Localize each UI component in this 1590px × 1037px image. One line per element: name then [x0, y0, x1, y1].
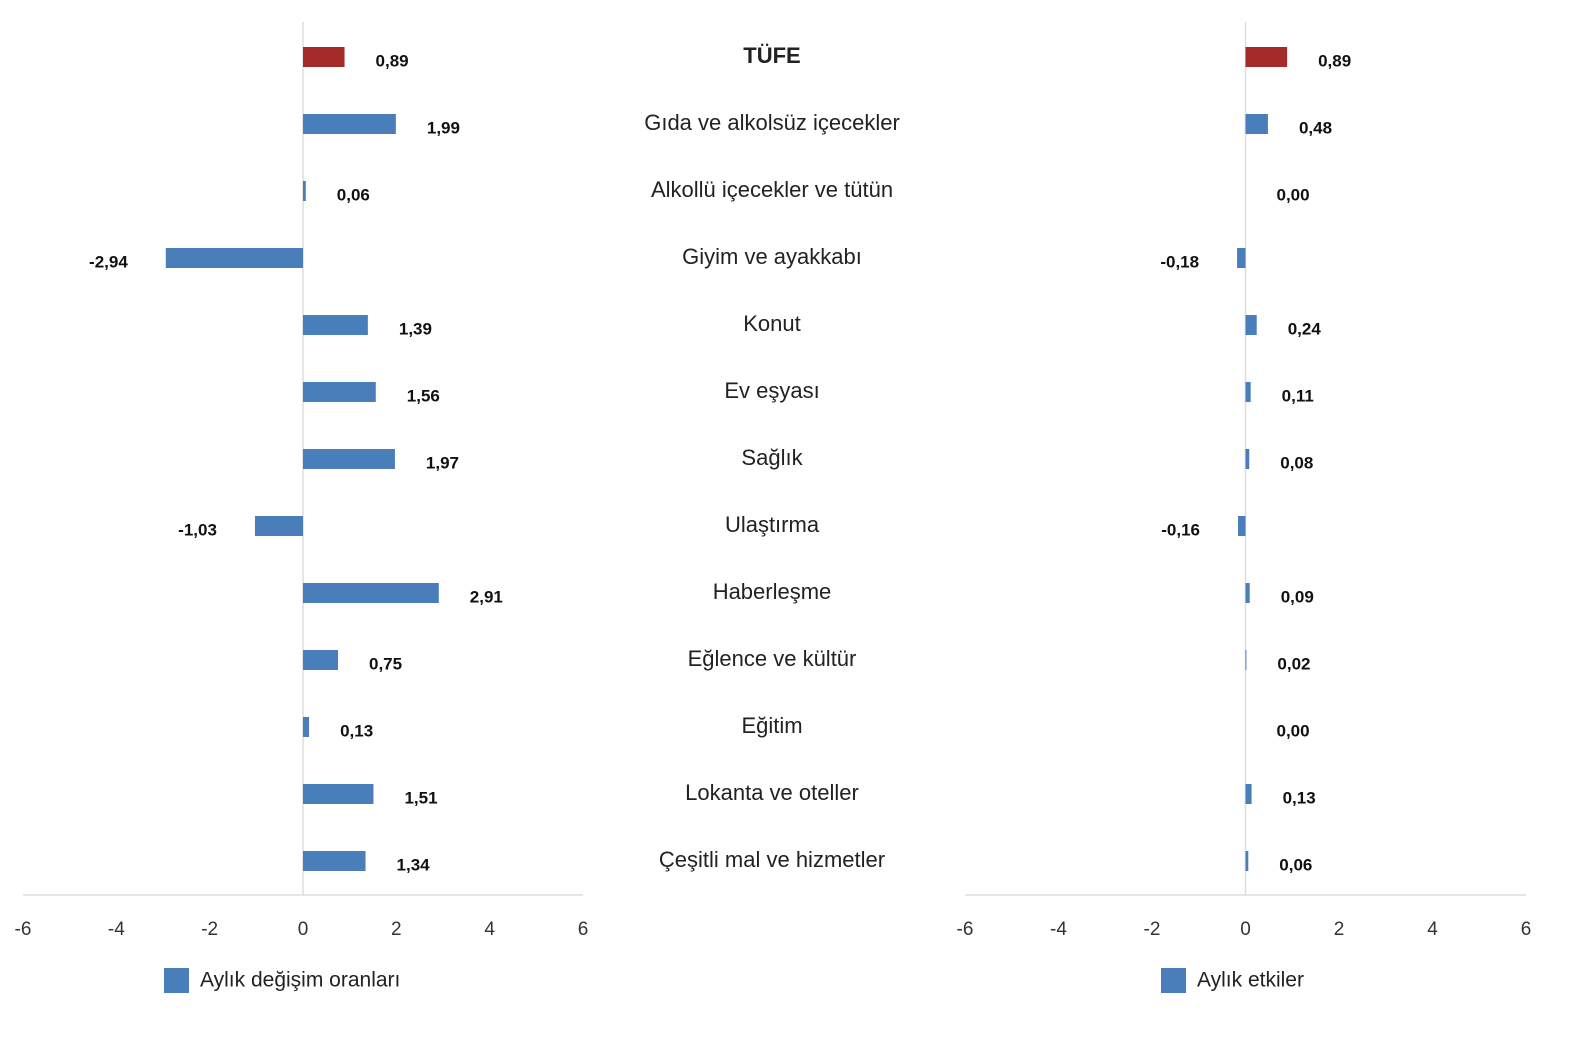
- category-label: Haberleşme: [713, 579, 832, 604]
- value-label: -0,16: [1161, 520, 1200, 539]
- value-label: -0,18: [1160, 252, 1199, 271]
- x-tick-label: -2: [1144, 919, 1161, 940]
- bar: [1245, 784, 1252, 804]
- bar: [303, 47, 345, 67]
- x-tick-label: -6: [15, 919, 32, 940]
- value-label: 1,51: [404, 788, 437, 807]
- value-label: -1,03: [178, 520, 217, 539]
- value-label: 0,00: [1277, 185, 1310, 204]
- bar: [303, 717, 310, 737]
- value-label: 0,06: [1279, 855, 1312, 874]
- value-label: 0,06: [337, 185, 370, 204]
- value-label: 1,56: [407, 386, 440, 405]
- bar: [1237, 248, 1246, 268]
- legend-label: Aylık etkiler: [1197, 969, 1304, 992]
- x-tick-label: 2: [1334, 919, 1345, 940]
- bar: [303, 114, 396, 134]
- value-label: 0,00: [1277, 721, 1310, 740]
- bar: [254, 516, 303, 536]
- category-label: Eğitim: [741, 713, 802, 738]
- bar: [303, 583, 439, 603]
- bar: [1245, 583, 1250, 603]
- x-tick-label: -2: [201, 919, 218, 940]
- bar: [303, 382, 376, 402]
- category-label: Çeşitli mal ve hizmetler: [659, 847, 885, 872]
- x-tick-label: 0: [298, 919, 309, 940]
- value-label: 0,75: [369, 654, 402, 673]
- bar: [303, 784, 374, 804]
- bar: [1245, 114, 1268, 134]
- category-label: Lokanta ve oteller: [685, 780, 859, 805]
- value-label: 0,02: [1277, 654, 1310, 673]
- value-label: 1,97: [426, 453, 459, 472]
- bar: [1245, 315, 1257, 335]
- value-label: 0,09: [1281, 587, 1314, 606]
- value-label: 0,13: [340, 721, 373, 740]
- category-label: Ulaştırma: [725, 512, 820, 537]
- x-tick-label: 6: [578, 919, 589, 940]
- value-label: 2,91: [470, 587, 503, 606]
- category-label: Eğlence ve kültür: [688, 646, 857, 671]
- value-label: 1,39: [399, 319, 432, 338]
- bar: [1245, 47, 1288, 67]
- legend-swatch: [1161, 968, 1186, 993]
- x-tick-label: 6: [1521, 919, 1532, 940]
- category-label: Konut: [743, 311, 801, 336]
- x-tick-label: 4: [1427, 919, 1438, 940]
- value-label: 0,08: [1280, 453, 1313, 472]
- x-tick-label: -6: [957, 919, 974, 940]
- category-label: Ev eşyası: [724, 378, 819, 403]
- value-label: 0,48: [1299, 118, 1332, 137]
- value-label: 0,24: [1288, 319, 1322, 338]
- bar: [1245, 449, 1250, 469]
- bar: [303, 851, 366, 871]
- value-label: 0,13: [1283, 788, 1316, 807]
- category-label: Gıda ve alkolsüz içecekler: [644, 110, 900, 135]
- bar: [303, 449, 395, 469]
- category-label: Alkollü içecekler ve tütün: [651, 177, 893, 202]
- legend-swatch: [164, 968, 189, 993]
- x-tick-label: -4: [108, 919, 125, 940]
- value-label: 0,89: [1318, 51, 1351, 70]
- x-tick-label: 2: [391, 919, 402, 940]
- bar: [303, 650, 338, 670]
- bar: [1245, 382, 1251, 402]
- value-label: 1,34: [397, 855, 431, 874]
- category-label: Giyim ve ayakkabı: [682, 244, 862, 269]
- legend-label: Aylık değişim oranları: [200, 969, 400, 992]
- bar: [303, 315, 368, 335]
- category-label: TÜFE: [743, 43, 800, 68]
- bar: [1238, 516, 1246, 536]
- bar: [1245, 851, 1249, 871]
- bar: [1245, 650, 1247, 670]
- x-tick-label: -4: [1050, 919, 1067, 940]
- value-label: -2,94: [89, 252, 128, 271]
- x-tick-label: 4: [484, 919, 495, 940]
- value-label: 0,89: [376, 51, 409, 70]
- bar: [303, 181, 306, 201]
- x-tick-label: 0: [1240, 919, 1251, 940]
- value-label: 0,11: [1282, 386, 1314, 405]
- value-label: 1,99: [427, 118, 460, 137]
- category-label: Sağlık: [741, 445, 803, 470]
- bar: [165, 248, 303, 268]
